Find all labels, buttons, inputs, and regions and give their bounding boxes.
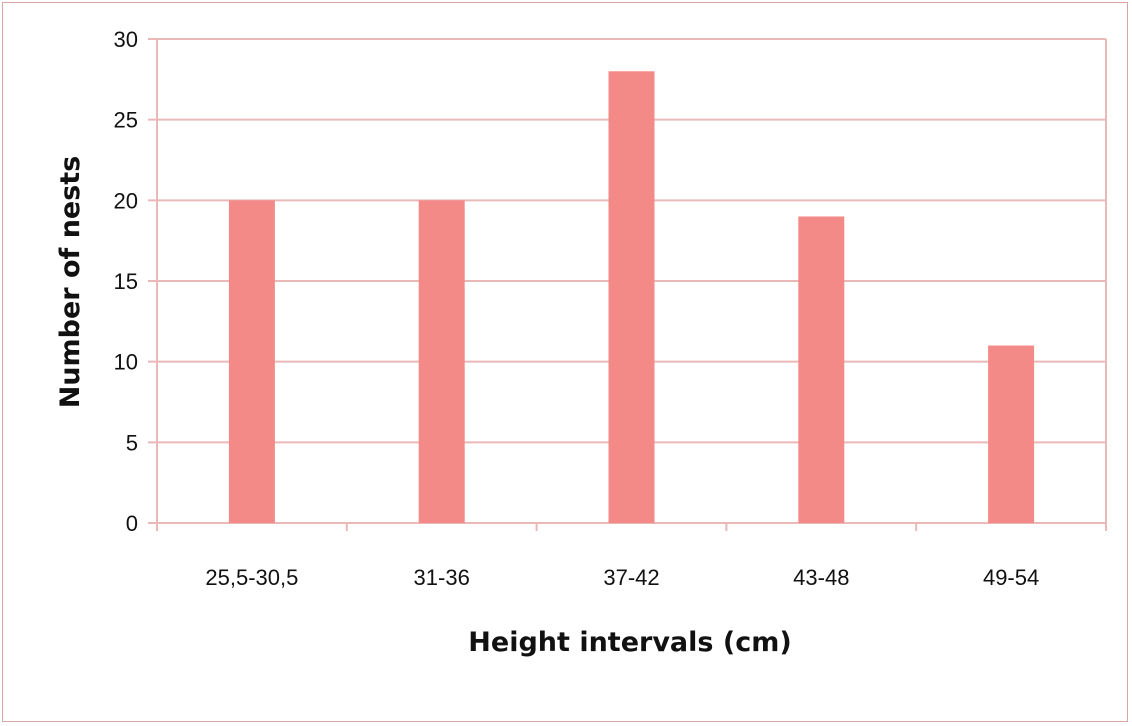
bars (228, 71, 1035, 524)
x-tick-label: 37-42 (603, 565, 659, 590)
y-tick-label: 5 (126, 430, 138, 455)
y-axis-title: Number of nests (55, 156, 86, 409)
x-tick-label: 43-48 (793, 565, 849, 590)
bar-43-48 (798, 216, 845, 523)
y-tick-labels: 0 5 10 15 20 25 30 (114, 27, 138, 536)
bar-31-36 (418, 200, 465, 524)
y-tick-label: 25 (114, 108, 138, 133)
y-tick-label: 10 (114, 350, 138, 375)
x-axis-title: Height intervals (cm) (468, 627, 791, 658)
x-tick-labels: 25,5-30,5 31-36 37-42 43-48 49-54 (205, 565, 1039, 590)
y-tick-label: 30 (114, 27, 138, 52)
x-tick-label: 31-36 (414, 565, 470, 590)
y-tick-label: 20 (114, 188, 138, 213)
bar-37-42 (608, 71, 655, 524)
y-tick-label: 15 (114, 269, 138, 294)
y-tick-label: 0 (126, 511, 138, 536)
x-tick-label: 49-54 (983, 565, 1039, 590)
bar-49-54 (988, 345, 1035, 523)
x-tick-label: 25,5-30,5 (205, 565, 298, 590)
bar-25,5-30,5 (228, 200, 275, 524)
